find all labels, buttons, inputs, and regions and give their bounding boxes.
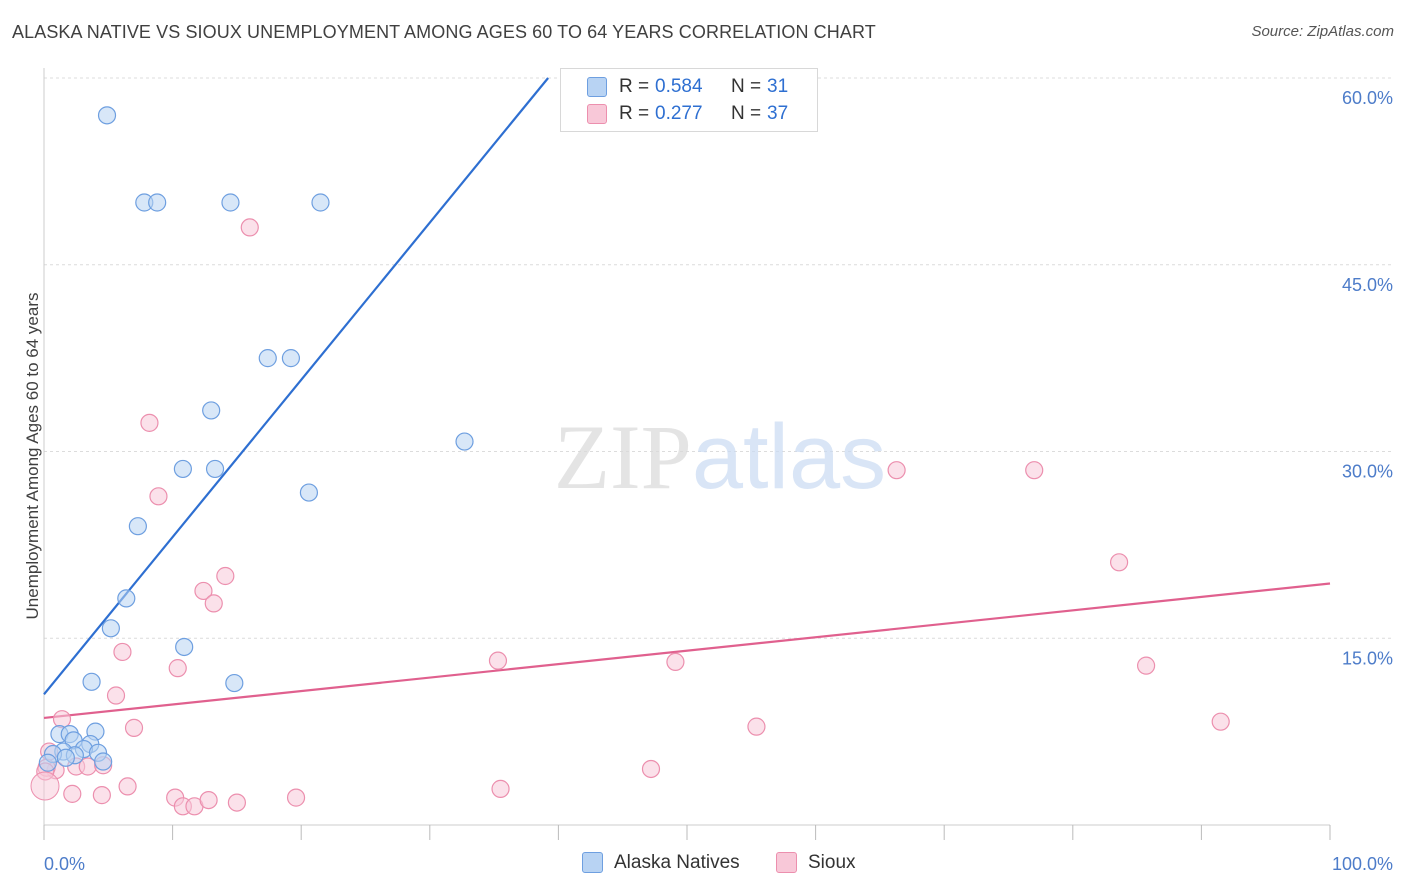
y-tick-label: 60.0%: [1342, 88, 1393, 108]
data-point: [240, 218, 259, 237]
watermark: ZIPatlas: [554, 406, 886, 508]
data-point: [82, 672, 101, 691]
data-point: [1025, 461, 1044, 480]
chart-source: Source: ZipAtlas.com: [1251, 23, 1394, 40]
stats-legend: R = 0.584 N = 31 R = 0.277 N = 37: [560, 68, 818, 132]
data-point: [202, 401, 221, 420]
data-point: [747, 717, 766, 736]
series-alaska-natives: [38, 106, 474, 772]
gridlines: [44, 77, 1394, 639]
series-sioux: [36, 218, 1230, 816]
bottom-legend-label-sioux: Sioux: [808, 852, 856, 873]
data-point: [286, 788, 306, 807]
y-tick-label: 45.0%: [1342, 275, 1393, 295]
data-point: [97, 106, 117, 125]
data-point: [299, 483, 319, 502]
data-point: [168, 659, 187, 678]
trend-lines: [43, 77, 1331, 720]
legend-n-value: 37: [767, 103, 789, 124]
bottom-legend-swatch-alaska: [582, 852, 603, 873]
data-point: [1211, 712, 1230, 731]
data-point: [38, 753, 57, 772]
bottom-legend-label-alaska: Alaska Natives: [614, 852, 740, 873]
data-point: [281, 349, 301, 368]
data-point: [113, 642, 132, 662]
data-point: [221, 193, 240, 212]
data-point: [140, 413, 159, 432]
data-point: [175, 637, 194, 657]
legend-r-value: 0.584: [655, 76, 703, 97]
data-point: [101, 619, 120, 638]
data-point: [258, 349, 277, 368]
data-point: [118, 777, 137, 796]
data-point: [52, 710, 72, 729]
data-point: [488, 651, 508, 670]
data-point: [117, 589, 136, 608]
data-points: [30, 106, 1230, 816]
watermark-atlas: atlas: [692, 406, 886, 508]
data-point: [173, 459, 192, 479]
data-point: [225, 673, 244, 693]
data-point: [455, 432, 474, 451]
x-tick-label-max: 100.0%: [1332, 854, 1393, 874]
data-point: [128, 517, 147, 536]
data-point: [63, 784, 82, 803]
axes: [43, 68, 1331, 840]
data-point: [194, 581, 213, 601]
y-tick-label: 30.0%: [1342, 462, 1393, 482]
data-point: [124, 718, 144, 737]
data-point: [94, 752, 113, 771]
data-point: [641, 759, 661, 779]
data-point: [227, 793, 246, 812]
trend-line-sioux: [43, 582, 1331, 720]
watermark-zip: ZIP: [554, 406, 692, 508]
data-point: [92, 786, 111, 805]
data-point: [311, 193, 330, 212]
data-point: [216, 566, 235, 586]
legend-r-label: R =: [619, 103, 650, 124]
y-tick-label: 15.0%: [1342, 648, 1393, 668]
data-point: [1137, 656, 1156, 675]
legend-n-value: 31: [767, 76, 789, 97]
data-point: [148, 193, 167, 212]
y-axis-label: Unemployment Among Ages 60 to 64 years: [23, 293, 42, 620]
data-point: [204, 594, 223, 613]
legend-r-label: R =: [619, 76, 650, 97]
x-tick-label-min: 0.0%: [44, 854, 85, 874]
legend-n-label: N =: [731, 76, 762, 97]
y-tick-labels: 15.0% 30.0% 45.0% 60.0%: [1342, 88, 1393, 668]
chart-title: ALASKA NATIVE VS SIOUX UNEMPLOYMENT AMON…: [12, 22, 876, 42]
data-point: [1109, 553, 1129, 572]
bottom-legend-swatch-sioux: [776, 852, 797, 873]
data-point-cluster: [30, 771, 60, 801]
data-point: [491, 779, 510, 798]
legend-swatch-sioux: [587, 104, 607, 124]
data-point: [666, 652, 685, 672]
data-point: [199, 790, 218, 810]
data-point: [106, 686, 126, 705]
data-point: [149, 487, 168, 506]
data-point: [205, 459, 225, 479]
x-tick-labels: 0.0% 100.0%: [44, 854, 1393, 874]
legend-swatch-alaska: [587, 77, 607, 97]
data-point: [56, 748, 75, 767]
legend-r-value: 0.277: [655, 103, 703, 124]
data-point: [887, 461, 906, 480]
legend-n-label: N =: [731, 103, 762, 124]
